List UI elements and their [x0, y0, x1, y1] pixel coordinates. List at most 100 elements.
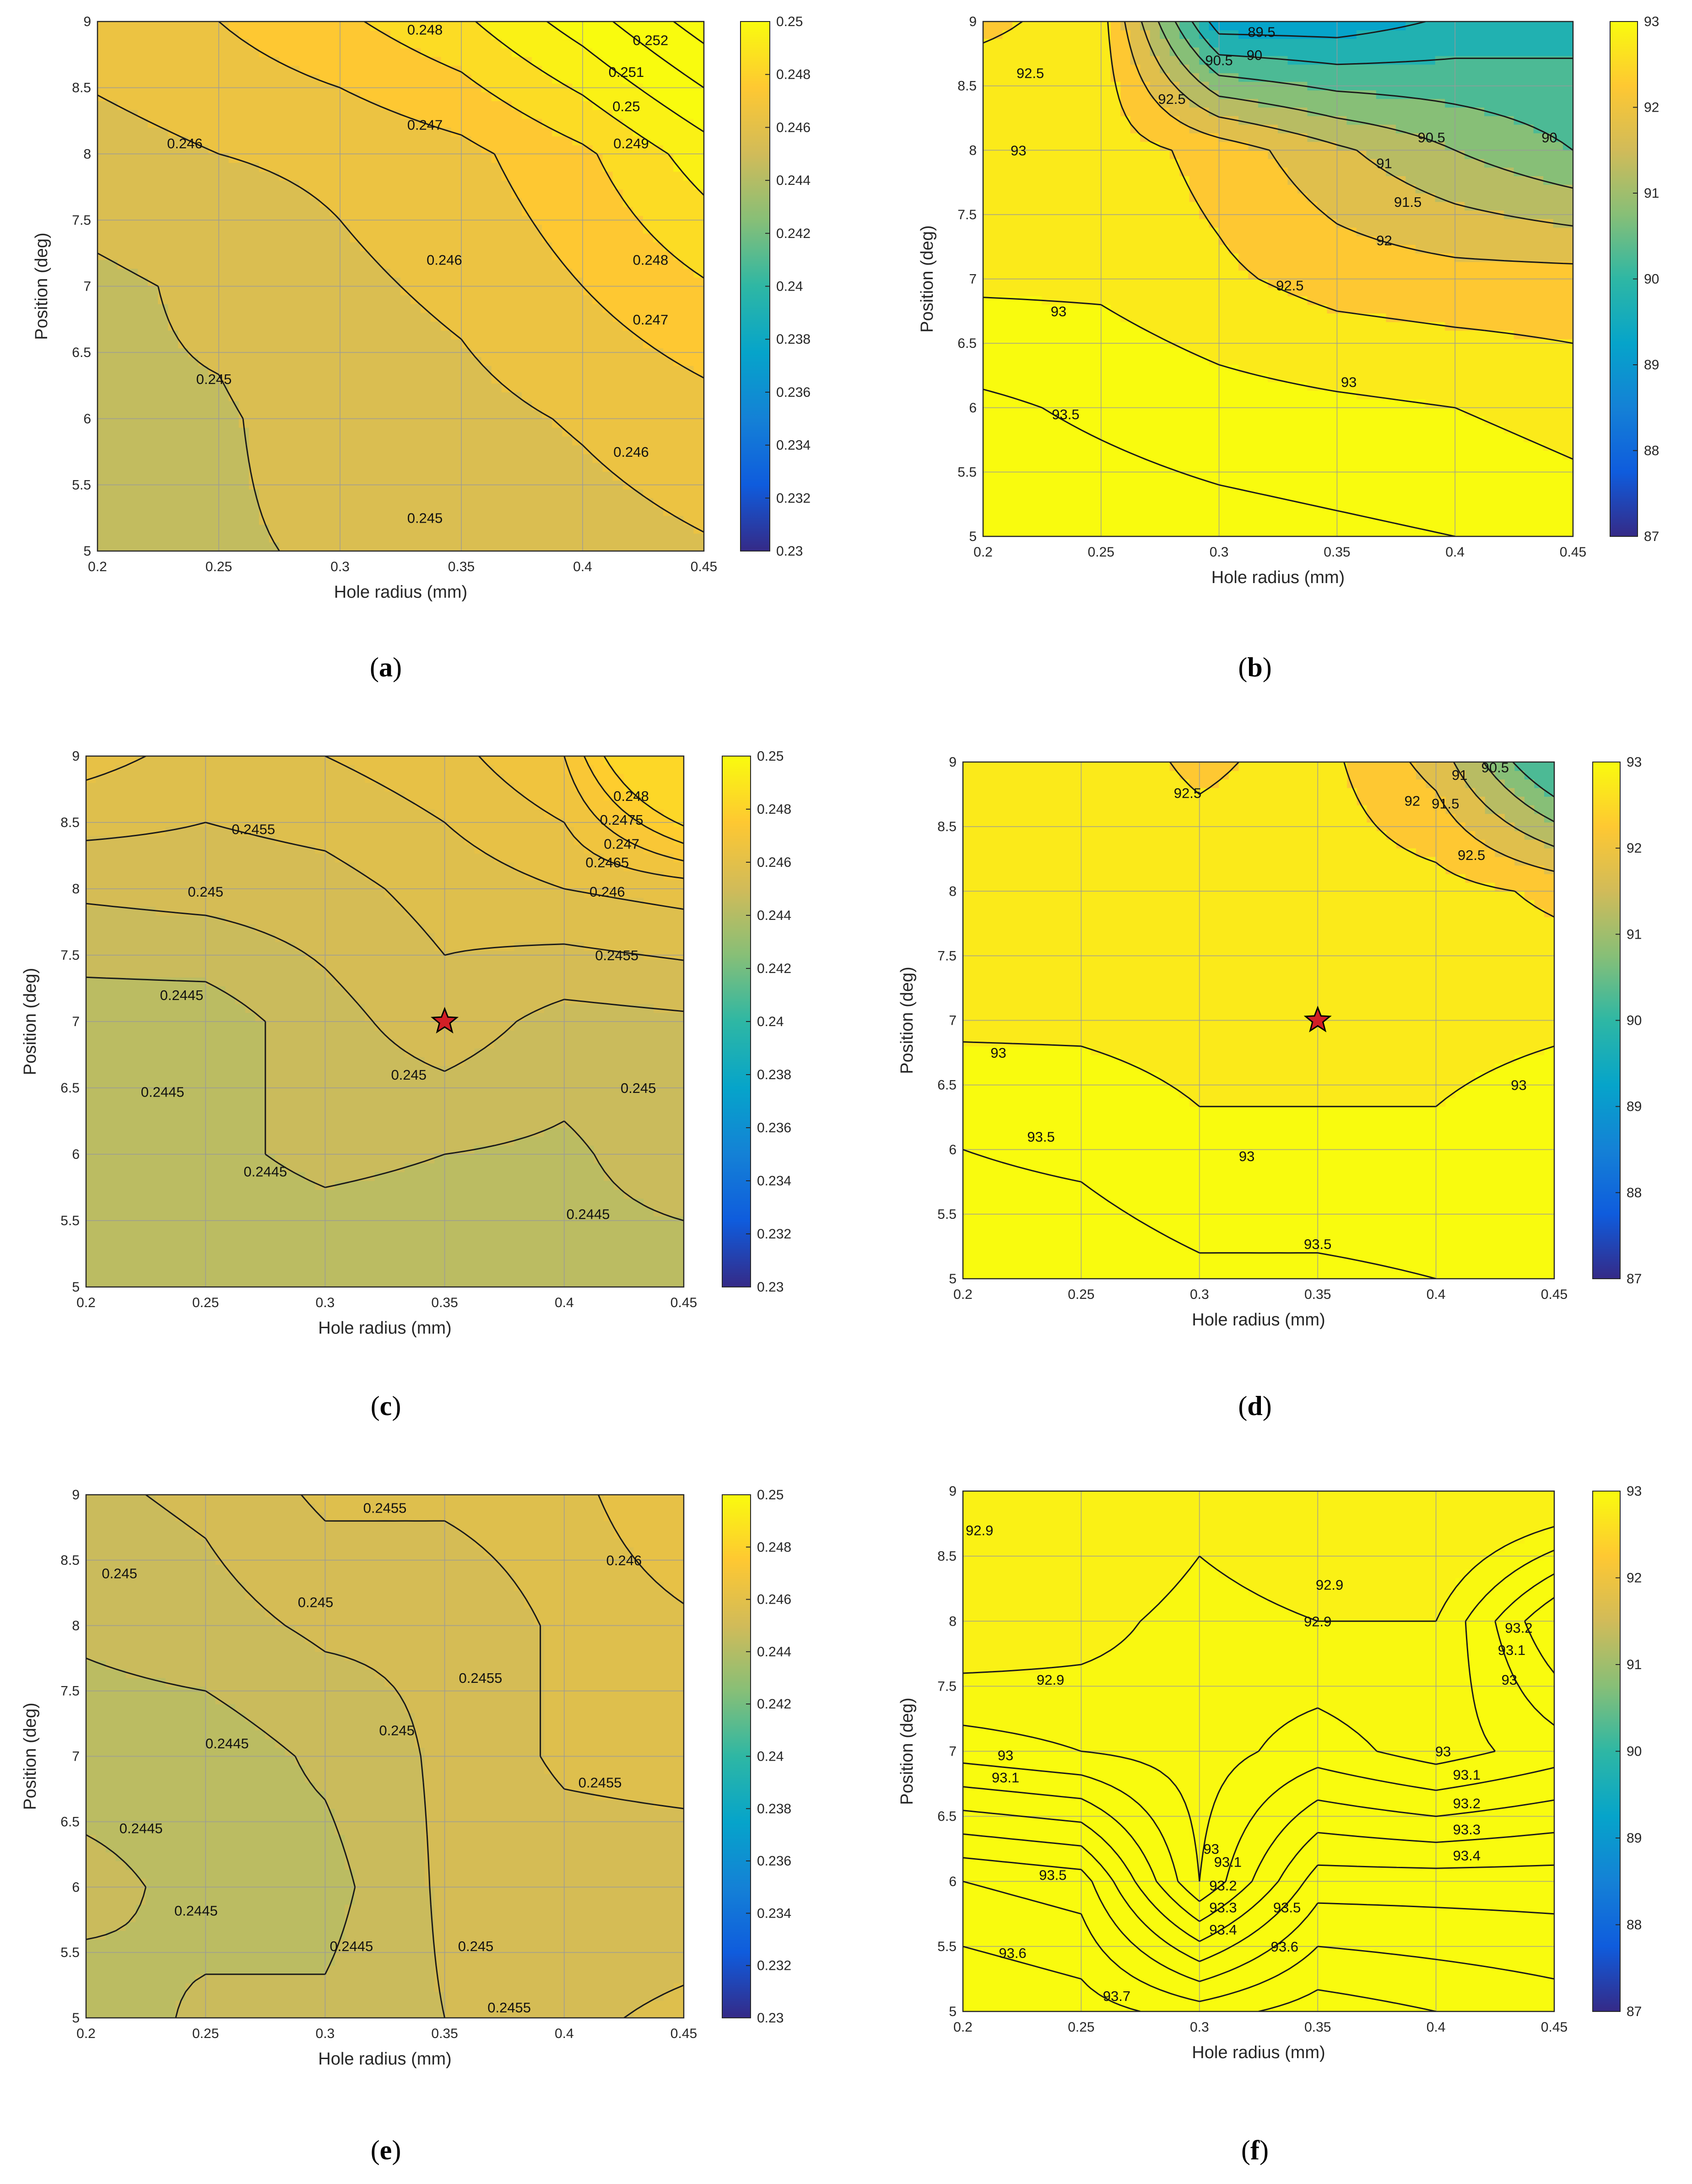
y-tick-label: 8.5: [937, 1549, 957, 1564]
y-tick-label: 7: [949, 1744, 957, 1759]
contour-label: 0.247: [407, 117, 443, 133]
contour-lines: [97, 22, 704, 551]
y-tick-label: 5.5: [937, 1939, 957, 1954]
contour-label: 93.3: [1209, 1900, 1237, 1916]
x-tick-label: 0.45: [670, 2026, 697, 2041]
contour-label: 0.245: [407, 510, 443, 526]
panel-label-a: (a): [370, 652, 402, 682]
contour-label: 93.5: [1304, 1236, 1331, 1252]
x-tick-label: 0.35: [448, 559, 475, 574]
colorbar: 87 88 89 90 91 92 93: [1592, 755, 1642, 1287]
colorbar-gradient: [722, 756, 751, 1287]
colorbar: 0.23 0.232 0.234 0.236 0.238 0.24 0.242 0.244 0.…: [740, 14, 811, 559]
y-tick-label: 6.5: [937, 1809, 957, 1824]
y-tick-label: 9: [949, 1484, 957, 1499]
contour-line-90: [1191, 22, 1573, 65]
x-tick-label: 0.3: [1190, 2020, 1209, 2035]
y-tick-label: 8.5: [957, 79, 977, 94]
contour-line-0.246: [86, 756, 684, 910]
contour-panel-e: 0.24550.2450.2460.2450.24550.24450.2450.…: [21, 1487, 791, 2165]
colorbar-tick-label: 92: [1627, 1571, 1642, 1586]
y-tick-label: 9: [72, 1487, 80, 1503]
y-tick-label: 6: [72, 1880, 80, 1895]
colorbar-tick-label: 0.234: [757, 1906, 791, 1921]
filled-field: [86, 756, 684, 1287]
y-tick-label: 5: [72, 1280, 80, 1295]
x-tick-label: 0.25: [1068, 2020, 1094, 2035]
contour-panel-a: 0.2480.2520.2510.250.2490.2470.2460.2480…: [32, 14, 811, 682]
y-tick-label: 5.5: [60, 1213, 80, 1228]
colorbar-tick-label: 0.24: [776, 279, 803, 294]
y-axis-label: Position (deg): [918, 225, 937, 332]
y-tick-label: 5.5: [60, 1945, 80, 1960]
contour-label: 0.2455: [487, 2000, 531, 2016]
contour-label: 0.247: [604, 836, 639, 852]
x-tick-label: 0.4: [555, 2026, 574, 2041]
y-tick-label: 5: [949, 2004, 957, 2019]
contour-label: 90.5: [1205, 52, 1233, 68]
colorbar-gradient: [740, 21, 770, 551]
colorbar-tick-label: 0.238: [757, 1067, 791, 1082]
x-tick-label: 0.3: [1190, 1287, 1209, 1302]
colorbar-tick-label: 0.234: [757, 1173, 791, 1189]
colorbar-tick-label: 91: [1627, 927, 1642, 942]
contour-line-0.2455: [301, 1495, 684, 2018]
contour-line-91.5: [1141, 22, 1573, 227]
contour-label: 93: [998, 1747, 1013, 1763]
contour-line-0.249: [475, 22, 704, 196]
y-tick-label: 9: [949, 755, 957, 770]
axes-box: [962, 1490, 1555, 2012]
contour-label: 92.5: [1276, 278, 1303, 294]
y-tick-label: 7: [72, 1749, 80, 1764]
axes-box: [97, 21, 705, 552]
contour-label: 0.245: [196, 371, 232, 387]
contour-label: 93.5: [1039, 1867, 1066, 1883]
x-tick-label: 0.4: [1427, 2020, 1446, 2035]
contour-label: 0.246: [606, 1552, 642, 1568]
colorbar-tick-label: 87: [1627, 1271, 1642, 1287]
contour-line-0.245: [145, 1495, 446, 2018]
contour-label: 0.248: [633, 252, 669, 268]
colorbar-tick-label: 0.246: [776, 120, 811, 135]
contour-line-93: [983, 297, 1573, 460]
contour-label: 0.2455: [232, 822, 275, 838]
panel-label-e: (e): [371, 2135, 401, 2165]
colorbar-tick-label: 91: [1644, 186, 1659, 201]
contour-label: 0.2465: [585, 854, 629, 870]
panel-label-f: (f): [1241, 2135, 1269, 2165]
colorbar-tick-label: 0.246: [757, 855, 791, 870]
contour-label: 0.246: [167, 135, 203, 151]
contour-line-92: [1124, 22, 1573, 265]
x-tick-label: 0.35: [431, 1295, 458, 1310]
contour-line-0.246: [97, 94, 704, 533]
x-axis-label: Hole radius (mm): [318, 2049, 451, 2069]
y-tick-label: 7.5: [957, 207, 977, 222]
contour-label: 0.2445: [141, 1084, 184, 1100]
x-tick-label: 0.4: [573, 559, 592, 574]
y-tick-label: 8: [72, 881, 80, 897]
contour-label: 0.2445: [243, 1164, 287, 1180]
contour-label: 92.5: [1458, 847, 1485, 863]
contour-line-93.4: [963, 1833, 1554, 1962]
x-tick-label: 0.2: [76, 1295, 96, 1310]
contour-label: 93: [1435, 1744, 1451, 1760]
colorbar-tick-label: 0.23: [776, 544, 803, 559]
x-tick-label: 0.4: [555, 1295, 574, 1310]
contour-line-92.9: [963, 1526, 1554, 1674]
y-tick-label: 6: [949, 1874, 957, 1889]
x-tick-label: 0.45: [691, 559, 717, 574]
filled-field: [97, 22, 704, 551]
contour-label: 0.245: [298, 1594, 334, 1610]
contour-panel-d: 90.5 91 91.5 92.5 92 92.5 93 93 93.5 93 93.5 0.2 0.2…: [897, 755, 1642, 1421]
x-tick-label: 0.25: [192, 2026, 219, 2041]
y-tick-label: 8.5: [60, 1553, 80, 1568]
contour-label: 93.2: [1209, 1877, 1237, 1893]
contour-label: 93: [1011, 142, 1026, 158]
contour-line-93.5: [963, 1149, 1436, 1279]
contour-label: 0.2445: [174, 1903, 218, 1919]
y-tick-label: 6: [83, 411, 91, 427]
y-tick-label: 5.5: [957, 465, 977, 480]
contour-label: 0.2475: [600, 812, 643, 828]
contour-line-91: [1157, 22, 1573, 189]
